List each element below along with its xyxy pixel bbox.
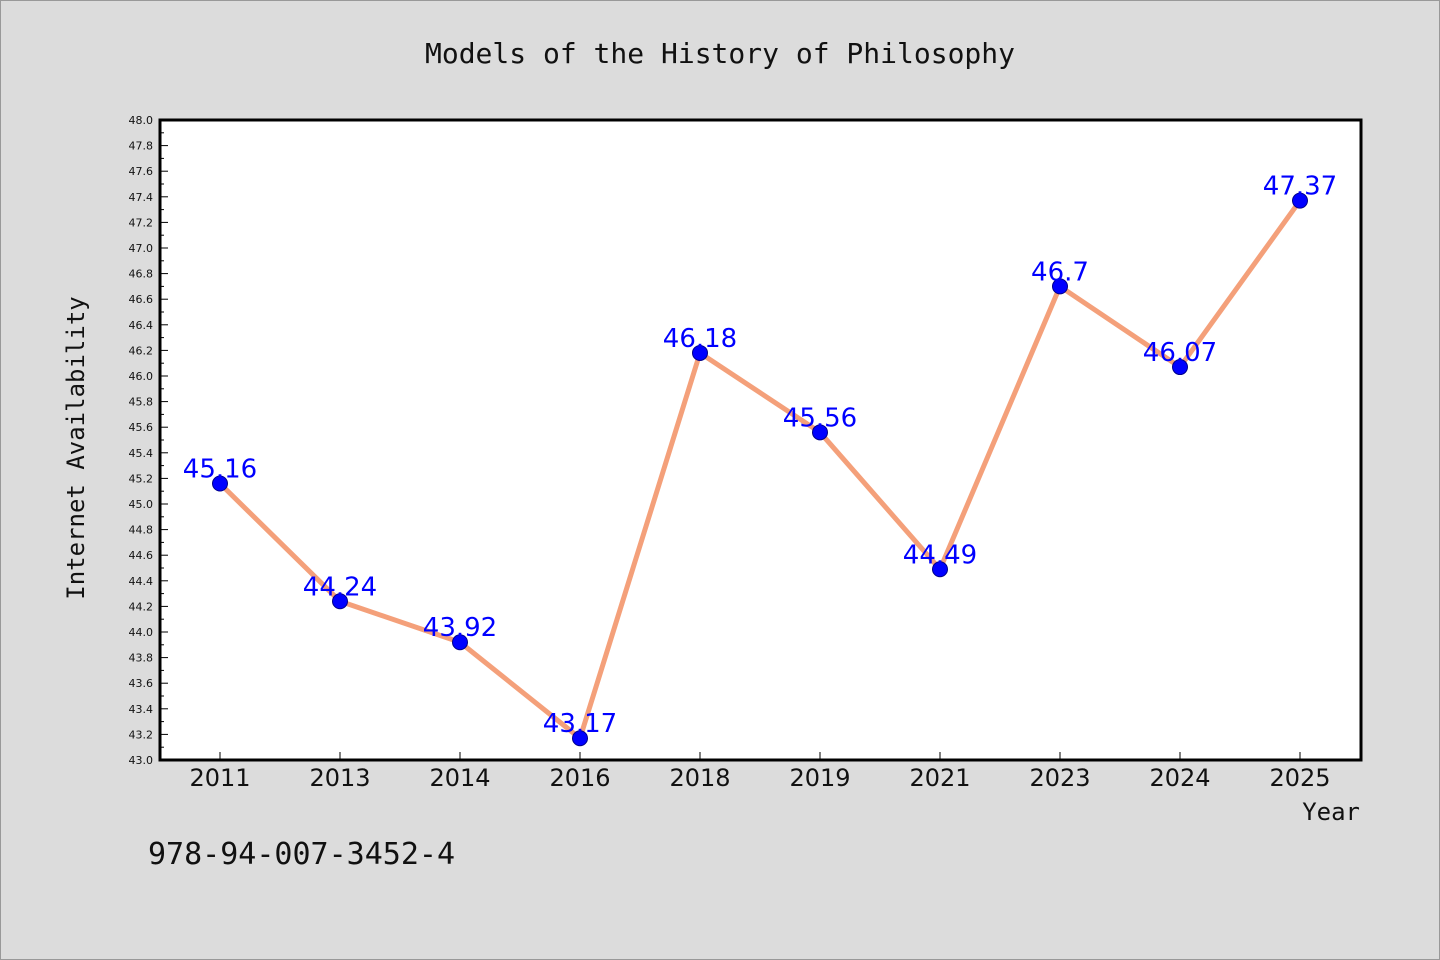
series-markers — [212, 192, 1308, 747]
x-tick-label: 2014 — [429, 764, 490, 792]
data-point — [572, 730, 588, 747]
plot-area — [158, 118, 1363, 762]
x-tick-label: 2025 — [1269, 764, 1330, 792]
series-line — [217, 198, 1303, 741]
y-tick-label: 47.8 — [129, 140, 154, 153]
x-tick-label: 2016 — [549, 764, 610, 792]
y-tick-label: 44.6 — [129, 549, 154, 562]
data-label: 47.37 — [1263, 172, 1337, 202]
data-label: 43.92 — [423, 613, 497, 643]
data-point — [212, 475, 228, 492]
data-point — [812, 424, 828, 441]
y-tick-label: 44.2 — [129, 600, 154, 613]
x-tick-label: 2011 — [189, 764, 250, 792]
data-point — [932, 561, 948, 578]
y-axis-label: Internet Availability — [62, 296, 90, 599]
data-label: 44.24 — [303, 572, 377, 602]
y-tick-label: 45.2 — [129, 472, 154, 485]
y-axis: 43.0 43.2 43.4 43.6 43.8 44.0 44.2 44.4 44.6 44.8… — [129, 114, 168, 767]
chart-title: Models of the History of Philosophy — [425, 37, 1015, 70]
data-point — [332, 593, 348, 610]
y-tick-label: 46.4 — [129, 319, 154, 332]
y-tick-label: 45.4 — [129, 447, 154, 460]
data-label: 46.07 — [1143, 338, 1217, 368]
y-tick-label: 43.8 — [129, 652, 154, 665]
data-point — [1292, 192, 1308, 209]
y-tick-label: 48.0 — [129, 114, 154, 127]
y-tick-label: 43.4 — [129, 703, 154, 716]
isbn-annotation: 978-94-007-3452-4 — [148, 837, 455, 872]
y-tick-label: 46.8 — [129, 268, 154, 281]
y-tick-label: 46.6 — [129, 293, 154, 306]
data-label: 45.56 — [783, 403, 857, 433]
data-point — [1052, 278, 1068, 295]
y-tick-label: 45.8 — [129, 396, 154, 409]
y-tick-label: 44.0 — [129, 626, 154, 639]
y-tick-label: 43.2 — [129, 728, 154, 741]
x-axis: 2011 2013 2014 2016 2018 2019 2021 2023 2024 2025 — [189, 752, 1331, 792]
data-point — [1172, 359, 1188, 376]
y-tick-label: 47.2 — [129, 216, 154, 229]
series-line-path — [217, 198, 1303, 741]
x-tick-label: 2018 — [669, 764, 730, 792]
y-tick-label: 47.6 — [129, 165, 154, 178]
data-label: 44.49 — [903, 540, 977, 570]
y-tick-label: 44.8 — [129, 524, 154, 537]
y-tick-label: 45.6 — [129, 421, 154, 434]
data-point — [692, 344, 708, 361]
data-label: 45.16 — [183, 455, 257, 485]
data-labels: 45.16 44.24 43.92 43.17 46.18 45.56 44.49 46.7 4… — [183, 172, 1337, 740]
x-tick-label: 2019 — [789, 764, 850, 792]
x-tick-label: 2024 — [1149, 764, 1210, 792]
y-tick-label: 46.0 — [129, 370, 154, 383]
y-tick-label: 44.4 — [129, 575, 154, 588]
x-tick-label: 2021 — [909, 764, 970, 792]
data-label: 46.18 — [663, 324, 737, 354]
data-label: 43.17 — [543, 709, 617, 739]
y-tick-label: 43.6 — [129, 677, 154, 690]
y-tick-label: 47.0 — [129, 242, 154, 255]
x-tick-label: 2023 — [1029, 764, 1090, 792]
y-tick-label: 47.4 — [129, 191, 154, 204]
y-tick-label: 46.2 — [129, 344, 154, 357]
y-tick-label: 43.0 — [129, 754, 154, 767]
x-axis-label: Year — [1302, 798, 1360, 826]
data-label: 46.7 — [1031, 257, 1089, 287]
data-point — [452, 634, 468, 651]
y-tick-label: 45.0 — [129, 498, 154, 511]
x-tick-label: 2013 — [309, 764, 370, 792]
